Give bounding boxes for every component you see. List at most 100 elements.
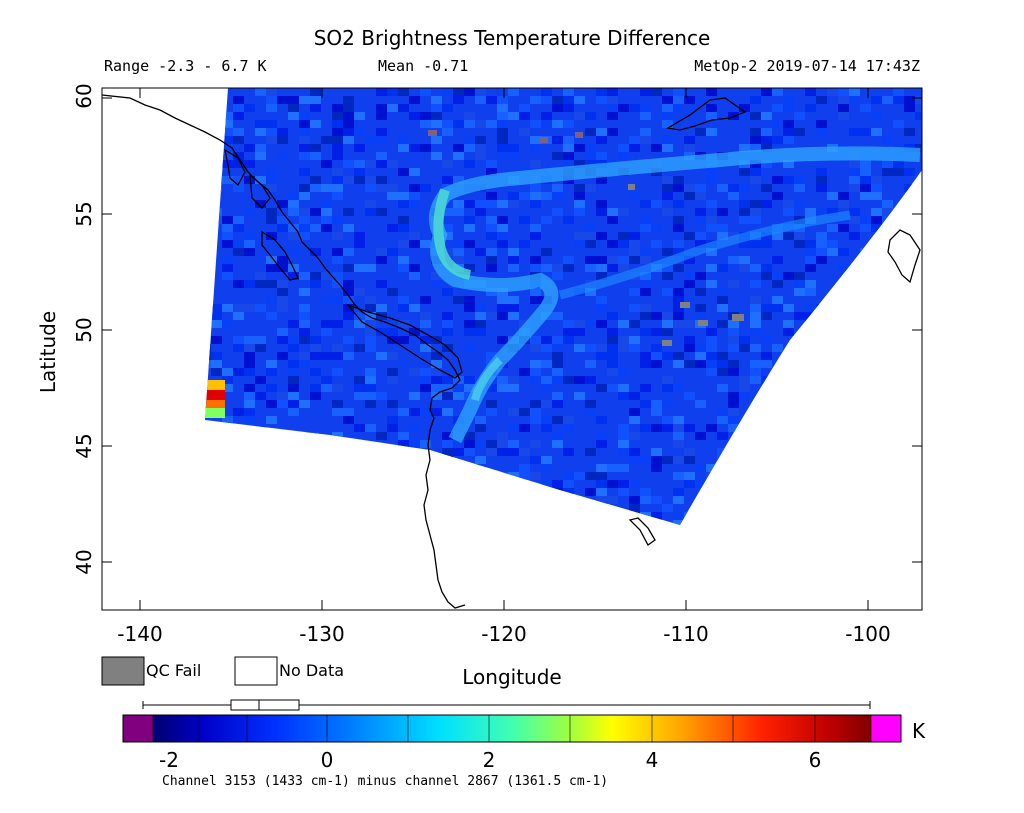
swath-pixel <box>222 472 233 480</box>
swath-pixel <box>640 360 651 368</box>
swath-pixel <box>288 488 299 496</box>
swath-pixel <box>332 216 343 224</box>
swath-pixel <box>640 272 651 280</box>
swath-pixel <box>354 264 365 272</box>
swath-pixel <box>310 96 321 104</box>
swath-pixel <box>739 488 750 496</box>
swath-pixel <box>205 184 211 192</box>
swath-pixel <box>255 280 266 288</box>
swath-pixel <box>497 472 508 480</box>
swath-pixel <box>706 264 717 272</box>
swath-pixel <box>662 144 673 152</box>
swath-pixel <box>541 456 552 464</box>
swath-pixel <box>827 352 838 360</box>
swath-pixel <box>387 224 398 232</box>
swath-pixel <box>508 304 519 312</box>
swath-pixel <box>442 376 453 384</box>
swath-pixel <box>607 96 618 104</box>
swath-pixel <box>288 232 299 240</box>
swath-pixel <box>574 232 585 240</box>
swath-pixel <box>596 320 607 328</box>
swath-pixel <box>761 464 772 472</box>
swath-pixel <box>871 112 882 120</box>
swath-pixel <box>211 448 222 456</box>
swath-pixel <box>805 344 816 352</box>
swath-pixel <box>816 464 827 472</box>
swath-pixel <box>288 192 299 200</box>
swath-pixel <box>310 344 321 352</box>
swath-pixel <box>233 240 244 248</box>
swath-pixel <box>640 512 651 520</box>
swath-pixel <box>904 184 915 192</box>
swath-pixel <box>409 408 420 416</box>
swath-pixel <box>816 432 827 440</box>
swath-pixel <box>464 464 475 472</box>
swath-pixel <box>519 424 530 432</box>
swath-pixel <box>211 368 222 376</box>
swath-pixel <box>332 104 343 112</box>
swath-pixel <box>783 520 794 525</box>
swath-pixel <box>882 160 893 168</box>
swath-pixel <box>519 464 530 472</box>
swath-pixel <box>244 240 255 248</box>
swath-pixel <box>266 88 277 96</box>
swath-pixel <box>431 136 442 144</box>
swath-pixel <box>266 472 277 480</box>
swath-pixel <box>574 376 585 384</box>
swath-pixel <box>310 176 321 184</box>
swath-pixel <box>266 456 277 464</box>
swath-pixel <box>387 400 398 408</box>
colorbar-caption: Channel 3153 (1433 cm-1) minus channel 2… <box>162 774 609 789</box>
swath-pixel <box>684 480 695 488</box>
swath-pixel <box>574 112 585 120</box>
swath-pixel <box>244 432 255 440</box>
swath-pixel <box>277 512 288 520</box>
swath-pixel <box>552 152 563 160</box>
swath-pixel <box>805 392 816 400</box>
swath-pixel <box>640 112 651 120</box>
swath-pixel <box>706 368 717 376</box>
swath-pixel <box>211 512 222 520</box>
swath-pixel <box>519 448 530 456</box>
swath-pixel <box>805 376 816 384</box>
swath-pixel <box>266 360 277 368</box>
swath-pixel <box>849 384 860 392</box>
swath-pixel <box>794 472 805 480</box>
swath-pixel <box>816 208 827 216</box>
swath-pixel <box>508 376 519 384</box>
swath-pixel <box>882 200 893 208</box>
swath-pixel <box>431 272 442 280</box>
swath-pixel <box>563 264 574 272</box>
swath-pixel <box>596 296 607 304</box>
swath-pixel <box>205 312 211 320</box>
swath-pixel <box>585 288 596 296</box>
swath-pixel <box>838 440 849 448</box>
swath-pixel <box>607 104 618 112</box>
swath-pixel <box>871 368 882 376</box>
x-tick-label: -140 <box>117 622 163 646</box>
swath-pixel <box>651 512 662 520</box>
swath-pixel <box>860 376 871 384</box>
swath-pixel <box>541 96 552 104</box>
swath-pixel <box>893 432 904 440</box>
swath-pixel <box>673 88 684 96</box>
swath-pixel <box>453 176 464 184</box>
swath-pixel <box>343 480 354 488</box>
swath-pixel <box>882 96 893 104</box>
swath-pixel <box>299 128 310 136</box>
swath-pixel <box>750 296 761 304</box>
swath-pixel <box>343 120 354 128</box>
swath-pixel <box>409 520 420 525</box>
swath-pixel <box>750 160 761 168</box>
swath-pixel <box>277 400 288 408</box>
swath-pixel <box>596 272 607 280</box>
swath-pixel <box>288 400 299 408</box>
swath-pixel <box>376 208 387 216</box>
swath-pixel <box>750 320 761 328</box>
swath-pixel <box>838 448 849 456</box>
swath-pixel <box>772 120 783 128</box>
swath-pixel <box>640 424 651 432</box>
swath-pixel <box>244 232 255 240</box>
swath-pixel <box>277 496 288 504</box>
colorbar-over <box>871 715 901 742</box>
